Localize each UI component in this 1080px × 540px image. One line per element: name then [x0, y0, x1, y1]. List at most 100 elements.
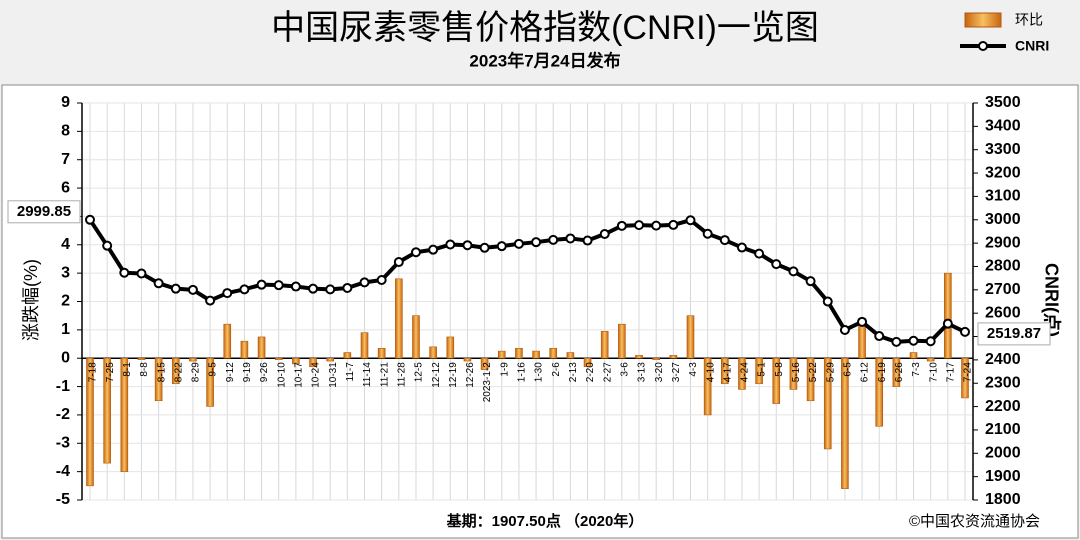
- point: [119, 267, 130, 278]
- line: [88, 218, 966, 344]
- x-tick-label: 4-17: [722, 362, 733, 382]
- x-tick-label: 2-20: [585, 362, 596, 382]
- bar: [738, 357, 746, 390]
- point: [136, 268, 147, 279]
- bar: [223, 323, 232, 359]
- bar: [343, 352, 352, 359]
- y2-tick-label: 2100: [985, 421, 1021, 438]
- point: [531, 237, 542, 248]
- point: [788, 266, 799, 277]
- x-tick-label: 7-10: [928, 362, 939, 382]
- x-tick-label: 3-20: [654, 362, 665, 382]
- y2-tick-label: 2600: [985, 304, 1021, 321]
- chart-title: 中国尿素零售价格指数(CNRI)一览图: [271, 9, 819, 47]
- bar: [171, 357, 180, 385]
- chart-subtitle: 2023年7月24日发布: [469, 50, 620, 70]
- bar: [823, 357, 832, 450]
- y2-tick-label: 3100: [985, 188, 1021, 205]
- point: [582, 235, 593, 246]
- x-tick-label: 6-5: [843, 362, 854, 377]
- x-tick-label: 3-13: [637, 362, 648, 382]
- point: [960, 326, 970, 337]
- point: [616, 220, 627, 231]
- point: [668, 219, 679, 230]
- x-tick-label: 12-26: [465, 362, 476, 388]
- x-tick-label: 10-24: [311, 362, 322, 388]
- bar: [755, 357, 763, 385]
- bar: [789, 357, 798, 390]
- bar: [120, 357, 129, 472]
- point: [891, 336, 902, 347]
- point: [822, 296, 833, 307]
- point: [548, 234, 559, 245]
- x-tick-label: 7-24: [963, 362, 974, 382]
- point: [702, 228, 713, 239]
- point: [805, 276, 816, 287]
- x-tick-label: 1-16: [517, 362, 528, 382]
- x-tick-label: 8-22: [173, 362, 184, 382]
- bar: [412, 315, 420, 359]
- point: [393, 257, 404, 268]
- x-tick-label: 12-5: [414, 362, 425, 382]
- plot-panel: [1, 84, 1079, 539]
- y2-tick-label: 1800: [985, 491, 1021, 508]
- x-tick-label: 2023-1-2: [482, 362, 493, 402]
- point: [874, 331, 885, 342]
- point: [754, 248, 765, 259]
- point: [170, 283, 181, 294]
- point: [187, 284, 198, 295]
- y-tick-label: -2: [56, 406, 70, 423]
- bar: [292, 357, 300, 365]
- y-tick-label: 3: [61, 264, 70, 281]
- y-tick-label: -4: [56, 463, 70, 480]
- x-tick-label: 6-19: [877, 362, 888, 382]
- x-tick-label: 12-12: [431, 362, 442, 388]
- x-tick-label: 4-10: [705, 362, 716, 382]
- x-tick-label: 10-17: [294, 362, 305, 388]
- point: [839, 324, 850, 335]
- point: [410, 247, 421, 258]
- y2-tick-label: 3300: [985, 141, 1021, 158]
- x-tick-label: 3-27: [671, 362, 682, 382]
- point: [685, 215, 696, 226]
- bar: [875, 357, 884, 427]
- point: [857, 316, 868, 327]
- x-tick-label: 8-8: [139, 362, 150, 377]
- bar: [635, 355, 643, 359]
- bar: [446, 336, 455, 359]
- source: ©中国农资流通协会: [909, 513, 1040, 530]
- x-tick-label: 8-29: [191, 362, 202, 382]
- bar: [377, 347, 386, 359]
- point: [342, 282, 353, 293]
- bar: [326, 357, 334, 362]
- point: [771, 259, 782, 270]
- bar: [515, 347, 523, 359]
- x-tick-label: 2-27: [602, 362, 613, 382]
- point: [290, 281, 301, 292]
- value-label: 2999.85: [17, 203, 71, 220]
- y2-tick-label: 2200: [985, 398, 1021, 415]
- point: [222, 288, 233, 299]
- x-tick-label: 2-6: [551, 362, 562, 377]
- y2-tick-label: 2000: [985, 445, 1021, 462]
- bar: [532, 350, 540, 359]
- bar: [549, 347, 558, 359]
- point: [565, 233, 576, 244]
- point: [85, 214, 95, 225]
- y-tick-label: 7: [61, 151, 70, 168]
- bar: [86, 357, 94, 487]
- bar: [257, 336, 266, 359]
- point: [634, 220, 645, 231]
- value-label-box: [977, 322, 1051, 346]
- point: [925, 336, 936, 347]
- y2-axis-label: CNRI(点): [1041, 263, 1062, 337]
- y-tick-label: 8: [61, 123, 70, 140]
- legend-swatch: [978, 41, 988, 51]
- point: [153, 278, 164, 289]
- y-tick-label: 4: [61, 236, 70, 253]
- x-tick-label: 7-17: [945, 362, 956, 382]
- bar: [961, 357, 969, 399]
- x-tick-label: 5-1: [757, 362, 768, 377]
- legend-label: CNRI: [1015, 38, 1049, 54]
- x-tick-label: 10-31: [328, 362, 339, 388]
